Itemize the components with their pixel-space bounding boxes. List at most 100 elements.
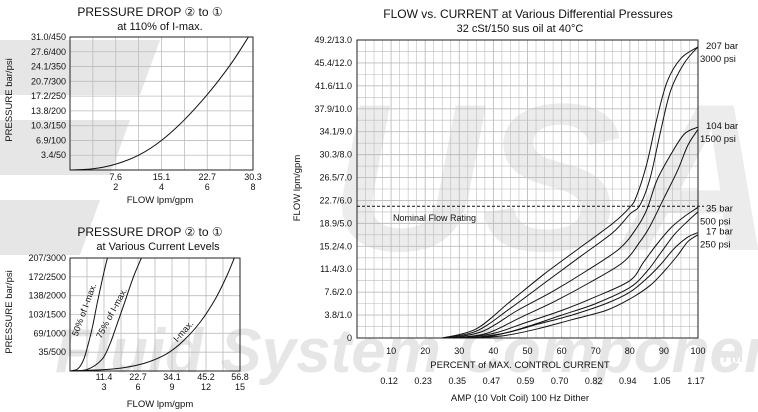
y-tick-label: 31.0/450 — [31, 32, 66, 42]
x-tick-label-percent: 50 — [522, 346, 532, 356]
series-line — [442, 46, 699, 339]
x-tick-label-gpm: 6 — [205, 182, 210, 192]
x-tick-label-percent: 70 — [591, 346, 601, 356]
y-tick-label: 27.6/400 — [31, 47, 66, 57]
x-tick-label-amp: 0.12 — [380, 376, 398, 386]
series-line — [69, 257, 108, 372]
plot-frame — [356, 39, 699, 339]
y-tick-label: 24.1/350 — [31, 62, 66, 72]
legend-psi: 3000 psi — [700, 54, 736, 65]
legend-bar: 104 bar — [706, 121, 738, 132]
x-axis-title: FLOW lpm/gpm — [127, 399, 194, 410]
y-tick-label: 37.9/10.0 — [314, 104, 352, 114]
x-tick-label-lpm: 45.2 — [197, 372, 215, 382]
y-tick-label: 13.8/200 — [31, 106, 66, 116]
x-tick-label-percent: 100 — [690, 346, 705, 356]
x-tick-label-amp: 0.23 — [414, 376, 432, 386]
x-tick-label-amp: 0.47 — [483, 376, 501, 386]
y-tick-label: 3.4/50 — [41, 150, 66, 160]
x-tick-label-amp: 0.35 — [449, 376, 467, 386]
x-tick-label-gpm: 2 — [113, 182, 118, 192]
plot-frame — [69, 257, 241, 372]
x-tick-label-percent: 10 — [386, 346, 396, 356]
x-tick-label-lpm: 15.1 — [153, 172, 171, 182]
x-axis-title: FLOW lpm/gpm — [127, 195, 194, 206]
y-tick-label: 30.3/8.0 — [319, 150, 352, 160]
x-tick-label-amp: 1.05 — [653, 376, 671, 386]
nominal-flow-label: Nominal Flow Rating — [393, 213, 476, 223]
x-tick-label-gpm: 3 — [101, 382, 106, 392]
y-tick-label: 15.2/4.0 — [319, 241, 352, 251]
x-tick-label-lpm: 56.8 — [231, 372, 249, 382]
amp-axis-title: AMP (10 Volt Coil) 100 Hz Dither — [451, 393, 589, 404]
y-axis-title: PRESSURE bar/psi — [4, 58, 15, 141]
series-line — [69, 257, 235, 372]
x-tick-label-amp: 1.17 — [687, 376, 705, 386]
x-tick-label-percent: 90 — [659, 346, 669, 356]
x-tick-label-gpm: 6 — [135, 382, 140, 392]
watermark-trademark: TM — [720, 349, 743, 366]
y-tick-label: 41.6/11.0 — [315, 81, 352, 91]
y-tick-label: 10.3/150 — [31, 121, 66, 131]
x-tick-label-gpm: 8 — [250, 182, 255, 192]
series-line — [442, 46, 699, 339]
y-tick-label: 18.9/5.0 — [319, 218, 352, 228]
x-tick-label-amp: 0.94 — [619, 376, 637, 386]
x-tick-label-gpm: 9 — [169, 382, 174, 392]
series-line — [452, 129, 699, 339]
x-tick-label-amp: 0.59 — [517, 376, 535, 386]
x-tick-label-gpm: 12 — [201, 382, 211, 392]
chart-title: PRESSURE DROP ② to ① — [77, 5, 222, 19]
legend-bar: 207 bar — [706, 41, 738, 52]
x-tick-label-lpm: 7.6 — [109, 172, 122, 182]
series-line — [459, 206, 699, 339]
series-line — [449, 126, 699, 339]
y-tick-label: 7.6/2.0 — [324, 287, 352, 297]
x-tick-label-percent: 20 — [420, 346, 430, 356]
y-tick-label: 207/3000 — [28, 253, 66, 263]
y-tick-label: 138/2000 — [28, 291, 66, 301]
chart-title: PRESSURE DROP ② to ① — [77, 225, 222, 239]
chart-pressure-drop-current-levels: PRESSURE DROP ② to ① at Various Current … — [4, 225, 249, 410]
series-label: I-max. — [171, 319, 195, 344]
x-tick-label-amp: 0.70 — [551, 376, 569, 386]
watermark-flag-stripe — [0, 200, 100, 255]
x-tick-label-gpm: 15 — [235, 382, 245, 392]
y-tick-label: 17.2/250 — [31, 91, 66, 101]
series-line — [69, 257, 142, 372]
chart-subtitle: 32 cSt/150 sus oil at 40°C — [457, 23, 584, 35]
y-tick-label: 6.9/100 — [36, 135, 66, 145]
x-tick-label-percent: 30 — [454, 346, 464, 356]
x-tick-label-lpm: 22.7 — [129, 372, 147, 382]
y-tick-label: 20.7/300 — [31, 76, 66, 86]
y-tick-label: 26.5/7.0 — [319, 173, 352, 183]
y-tick-label: 34.1/9.0 — [319, 127, 352, 137]
y-axis-title: FLOW lpm/gpm — [292, 155, 303, 222]
series-label: 50% of I-max. — [70, 282, 98, 338]
y-tick-label: 3.8/1.0 — [324, 310, 352, 320]
plot-frame — [69, 36, 254, 171]
legend-psi: 1500 psi — [700, 134, 736, 145]
x-tick-label-lpm: 11.4 — [96, 372, 113, 382]
chart-pressure-drop-imax: PRESSURE DROP ② to ① at 110% of I-max. P… — [4, 5, 262, 206]
x-tick-label-lpm: 30.3 — [244, 172, 262, 182]
y-axis-title: PRESSURE bar/psi — [4, 270, 15, 353]
x-tick-label-lpm: 22.7 — [198, 172, 216, 182]
x-tick-label-percent: 80 — [625, 346, 635, 356]
watermark-flag-stripe — [0, 120, 130, 175]
y-tick-label: 45.4/12.0 — [314, 58, 352, 68]
series-line — [69, 36, 249, 171]
chart-title: FLOW vs. CURRENT at Various Differential… — [383, 7, 672, 21]
y-tick-label: 172/2500 — [28, 272, 66, 282]
chart-subtitle: at 110% of I-max. — [117, 21, 202, 33]
x-axis-title: PERCENT of MAX. CONTROL CURRENT — [430, 360, 610, 371]
legend-psi: 250 psi — [700, 240, 731, 251]
y-tick-label: 35/500 — [38, 347, 66, 357]
legend-psi: 500 psi — [700, 217, 731, 228]
x-tick-label-amp: 0.82 — [585, 376, 603, 386]
y-tick-label: 49.2/13.0 — [314, 35, 352, 45]
legend-bar: 35 bar — [706, 204, 733, 215]
y-tick-label: 69/1000 — [33, 328, 66, 338]
x-tick-label-percent: 40 — [488, 346, 498, 356]
